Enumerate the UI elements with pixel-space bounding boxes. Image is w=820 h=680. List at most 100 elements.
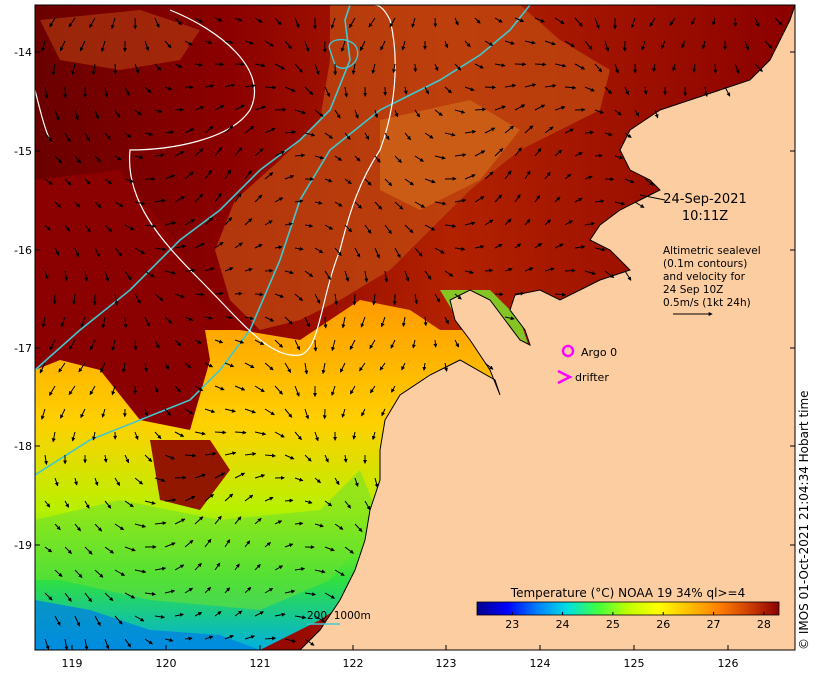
velocity-arrow	[174, 339, 182, 346]
velocity-arrow	[394, 155, 402, 163]
velocity-arrow	[41, 316, 46, 328]
velocity-arrow	[314, 293, 321, 304]
argo-label: Argo 0	[581, 346, 617, 359]
velocity-arrow	[284, 589, 296, 594]
velocity-arrow	[434, 109, 443, 117]
velocity-arrow	[341, 408, 346, 418]
velocity-arrow	[64, 592, 72, 602]
velocity-arrow	[264, 172, 274, 180]
velocity-arrow	[524, 170, 531, 180]
velocity-arrow	[44, 224, 51, 231]
velocity-arrow	[60, 316, 66, 328]
velocity-arrow	[134, 63, 140, 74]
velocity-arrow	[244, 267, 253, 272]
velocity-arrow	[331, 385, 336, 397]
velocity-arrow	[234, 430, 247, 435]
velocity-arrow	[392, 63, 397, 74]
velocity-arrow	[454, 247, 466, 251]
velocity-arrow	[444, 316, 449, 325]
velocity-arrow	[354, 109, 359, 119]
velocity-arrow	[74, 615, 80, 627]
velocity-arrow	[330, 17, 336, 30]
velocity-arrow	[534, 62, 547, 67]
velocity-arrow	[114, 569, 126, 576]
velocity-arrow	[464, 221, 476, 226]
velocity-arrow	[154, 431, 162, 440]
velocity-arrow	[104, 178, 112, 185]
velocity-arrow	[504, 83, 517, 88]
velocity-arrow	[304, 638, 315, 646]
velocity-arrow	[134, 155, 144, 160]
velocity-arrow	[244, 218, 253, 226]
velocity-arrow	[234, 242, 243, 249]
velocity-arrow	[401, 40, 406, 51]
velocity-arrow	[154, 63, 162, 71]
velocity-arrow	[314, 477, 322, 484]
velocity-arrow	[184, 587, 194, 594]
velocity-arrow	[123, 316, 128, 329]
velocity-arrow	[164, 221, 177, 226]
velocity-arrow	[564, 173, 572, 180]
map-frame	[34, 4, 796, 651]
velocity-arrow	[164, 638, 174, 642]
velocity-arrow	[474, 196, 485, 203]
lon-tick-121: 121	[250, 657, 271, 670]
colorbar	[476, 601, 780, 616]
velocity-arrow	[254, 17, 263, 23]
velocity-arrow	[184, 268, 196, 273]
velocity-arrow	[524, 83, 537, 88]
velocity-arrow	[660, 40, 666, 50]
velocity-arrow	[464, 40, 471, 48]
velocity-arrow	[321, 362, 326, 375]
velocity-arrow	[464, 174, 476, 180]
velocity-arrow	[51, 431, 56, 443]
velocity-arrow	[344, 270, 350, 282]
velocity-arrow	[544, 267, 555, 272]
velocity-arrow	[643, 86, 648, 95]
velocity-arrow	[104, 86, 109, 98]
velocity-arrow	[134, 523, 147, 528]
bathymetry-scale-label: 200 1000m	[307, 610, 371, 622]
velocity-arrow	[504, 218, 512, 226]
velocity-arrow	[264, 40, 274, 47]
velocity-arrow	[380, 316, 386, 328]
velocity-arrow	[114, 109, 121, 118]
velocity-arrow	[194, 516, 204, 525]
velocity-arrow	[314, 155, 325, 160]
velocity-arrow	[264, 127, 276, 134]
velocity-arrow	[254, 244, 263, 249]
velocity-arrow	[284, 454, 295, 460]
velocity-arrow	[534, 147, 542, 157]
velocity-arrow	[394, 201, 404, 210]
velocity-arrow	[414, 201, 426, 208]
velocity-arrow	[394, 109, 399, 118]
lon-ticks	[71, 645, 729, 650]
velocity-arrow	[564, 40, 575, 48]
velocity-arrow	[204, 169, 213, 180]
velocity-arrow	[594, 109, 605, 114]
velocity-arrow	[444, 223, 457, 228]
velocity-arrow	[44, 592, 53, 601]
altimetry-line-2: (0.1m contours)	[663, 258, 747, 270]
velocity-arrow	[174, 150, 185, 157]
velocity-arrow	[364, 224, 372, 234]
velocity-arrow	[474, 63, 484, 69]
velocity-arrow	[214, 562, 221, 571]
velocity-arrow	[354, 477, 359, 487]
lon-tick-123: 123	[436, 657, 457, 670]
velocity-arrow	[314, 523, 324, 528]
altimetry-line-3: and velocity for	[663, 271, 746, 283]
velocity-arrow	[284, 175, 295, 180]
velocity-arrow	[234, 193, 242, 203]
velocity-arrow	[49, 339, 56, 351]
velocity-arrow	[494, 17, 503, 23]
velocity-arrow	[434, 247, 445, 254]
velocity-arrow	[254, 385, 265, 393]
velocity-arrow	[374, 201, 383, 210]
velocity-arrow	[224, 587, 231, 594]
velocity-arrow	[244, 362, 255, 369]
velocity-arrow	[204, 586, 212, 594]
velocity-arrow	[174, 244, 187, 249]
velocity-arrow	[454, 17, 459, 26]
velocity-arrow	[74, 523, 81, 532]
